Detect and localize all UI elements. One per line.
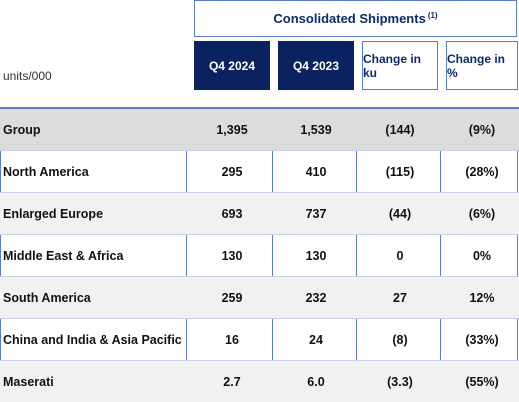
cell-change-pct: (28%): [465, 164, 499, 179]
table-title: Consolidated Shipments (1): [194, 0, 517, 37]
table-divider: [272, 109, 273, 402]
table-row-middle-east-africa: Middle East & Africa 130 130 0 0%: [0, 235, 519, 277]
cell-change-pct: 12%: [469, 290, 495, 305]
cell-q4-2023: 410: [305, 164, 327, 179]
column-header-q4-2023: Q4 2023: [278, 41, 354, 90]
cell-change-ku: 27: [393, 290, 407, 305]
table-title-footnote: (1): [427, 11, 438, 20]
cell-change-ku: (44): [388, 206, 412, 221]
table-row-south-america: South America 259 232 27 12%: [0, 277, 519, 319]
cell-q4-2024: 693: [221, 206, 243, 221]
table-row-china-india-apac: China and India & Asia Pacific 16 24 (8)…: [0, 319, 519, 361]
column-header-change-ku: Change in ku: [362, 41, 438, 90]
cell-q4-2024: 1,395: [216, 122, 248, 137]
cell-change-pct: 0%: [472, 248, 492, 263]
column-header-change-pct: Change in %: [446, 41, 518, 90]
cell-change-ku: 0: [396, 248, 404, 263]
cell-change-pct: (9%): [468, 122, 496, 137]
cell-change-ku: (115): [385, 164, 415, 179]
table-row-group: Group 1,395 1,539 (144) (9%): [0, 109, 519, 151]
cell-change-ku: (3.3): [387, 375, 413, 389]
row-label: Middle East & Africa: [3, 248, 124, 263]
cell-q4-2023: 1,539: [300, 122, 332, 137]
table-divider: [356, 109, 357, 402]
table-row-maserati: Maserati 2.7 6.0 (3.3) (55%): [0, 361, 519, 402]
table-row-enlarged-europe: Enlarged Europe 693 737 (44) (6%): [0, 193, 519, 235]
table-divider: [186, 109, 187, 402]
table-divider: [440, 109, 441, 402]
table-border-left: [0, 109, 1, 402]
row-label: Group: [3, 122, 41, 137]
cell-change-pct: (55%): [465, 375, 499, 389]
row-label: Maserati: [3, 375, 54, 389]
cell-change-ku: (144): [385, 122, 415, 137]
cell-q4-2024: 259: [221, 290, 243, 305]
cell-q4-2024: 295: [221, 164, 243, 179]
row-label: South America: [3, 290, 91, 305]
cell-change-pct: (33%): [465, 332, 499, 347]
cell-q4-2024: 2.7: [223, 375, 241, 389]
cell-q4-2023: 24: [309, 332, 323, 347]
table-border-right: [517, 109, 518, 402]
shipments-table: Group 1,395 1,539 (144) (9%) North Ameri…: [0, 107, 519, 402]
table-title-text: Consolidated Shipments: [273, 11, 426, 26]
table-row-north-america: North America 295 410 (115) (28%): [0, 151, 519, 193]
cell-q4-2023: 232: [305, 290, 327, 305]
cell-q4-2024: 130: [221, 248, 243, 263]
row-label: Enlarged Europe: [3, 206, 104, 221]
cell-q4-2023: 130: [305, 248, 327, 263]
units-label: units/000: [3, 69, 52, 83]
cell-change-pct: (6%): [468, 206, 496, 221]
row-label: China and India & Asia Pacific: [3, 332, 182, 347]
cell-q4-2023: 6.0: [307, 375, 325, 389]
cell-q4-2024: 16: [225, 332, 239, 347]
row-label: North America: [3, 164, 89, 179]
column-header-q4-2024: Q4 2024: [194, 41, 270, 90]
cell-q4-2023: 737: [305, 206, 327, 221]
cell-change-ku: (8): [392, 332, 408, 347]
